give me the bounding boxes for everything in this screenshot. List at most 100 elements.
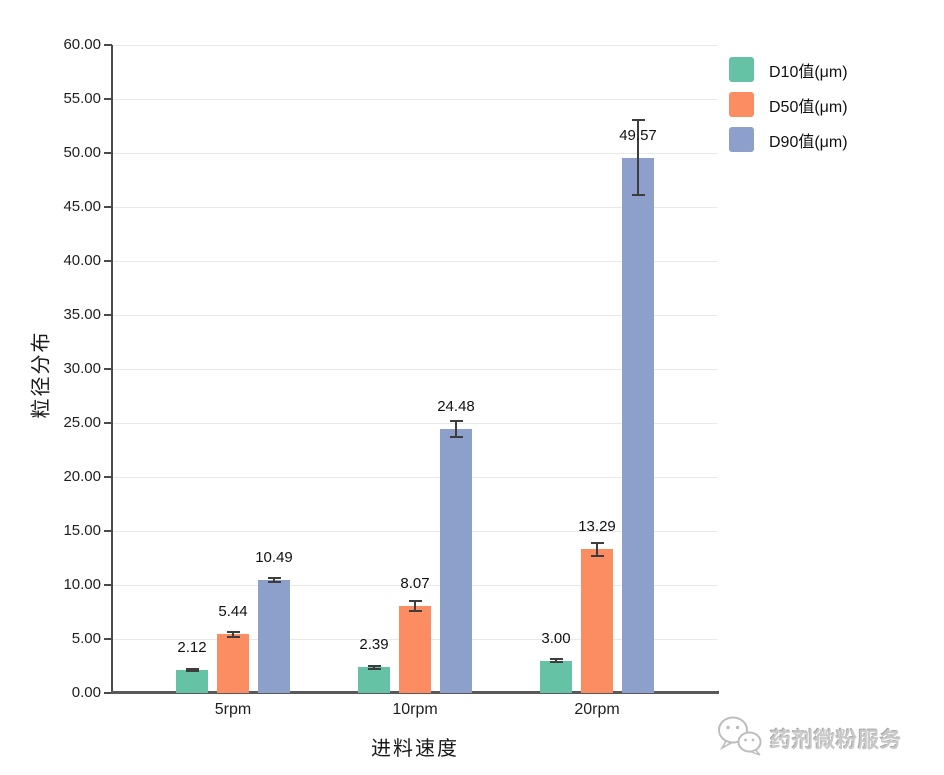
error-bar-d50-5rpm (232, 631, 234, 637)
value-label-d10-5rpm: 2.12 (177, 639, 207, 657)
gridline-40 (113, 260, 717, 262)
bar-d90-20rpm (622, 157, 654, 693)
gridline-25 (113, 422, 717, 424)
legend-swatch-d50 (729, 92, 754, 117)
y-tick-0 (104, 692, 112, 694)
error-bar-d90-10rpm (455, 420, 457, 437)
error-bar-d90-5rpm (273, 577, 275, 582)
value-label-d90-5rpm: 10.49 (255, 548, 293, 566)
error-cap-bottom-d50-5rpm (226, 635, 240, 638)
x-tick-label-5rpm: 5rpm (214, 701, 252, 718)
legend-item-d10: D10值(μm) (729, 57, 848, 82)
error-cap-top-d90-5rpm (267, 576, 281, 579)
error-cap-bottom-d90-5rpm (267, 580, 281, 583)
error-cap-top-d90-10rpm (449, 419, 463, 422)
error-cap-top-d10-5rpm (185, 667, 199, 670)
error-bar-d10-5rpm (191, 668, 193, 672)
y-tick-label-50: 50.00 (63, 144, 101, 161)
watermark-text: 药剂微粉服务 (770, 728, 902, 752)
legend: D10值(μm) D50值(μm) D90值(μm) (729, 57, 848, 152)
bar-d50-20rpm (581, 549, 613, 693)
error-cap-top-d10-20rpm (549, 657, 563, 660)
y-tick-label-25: 25.00 (63, 414, 101, 431)
gridline-10 (113, 584, 717, 586)
y-tick-30 (104, 368, 112, 370)
error-cap-top-d10-10rpm (367, 664, 381, 667)
y-tick-15 (104, 530, 112, 532)
gridline-60 (113, 44, 717, 46)
gridline-55 (113, 98, 717, 100)
legend-swatch-d90 (729, 127, 754, 152)
y-tick-label-30: 30.00 (63, 360, 101, 377)
value-label-d10-20rpm: 3.00 (541, 629, 571, 647)
y-tick-20 (104, 476, 112, 478)
gridline-50 (113, 152, 717, 154)
x-tick-label-20rpm: 20rpm (574, 701, 620, 718)
y-tick-label-0: 0.00 (71, 684, 101, 701)
error-cap-bottom-d90-20rpm (631, 194, 645, 197)
gridline-45 (113, 206, 717, 208)
gridline-35 (113, 314, 717, 316)
value-label-d50-20rpm: 13.29 (578, 518, 616, 536)
legend-item-d90: D90值(μm) (729, 127, 848, 152)
bar-d10-20rpm (540, 660, 572, 693)
y-tick-50 (104, 152, 112, 154)
wechat-bubbles-icon (716, 714, 764, 763)
error-cap-top-d50-5rpm (226, 630, 240, 633)
bar-d50-5rpm (217, 634, 249, 693)
error-bar-d50-10rpm (414, 600, 416, 611)
x-tick-label-10rpm: 10rpm (392, 701, 438, 718)
legend-label-d50: D50值(μm) (769, 98, 848, 116)
y-tick-25 (104, 422, 112, 424)
error-bar-d50-20rpm (596, 542, 598, 556)
error-cap-bottom-d10-20rpm (549, 661, 563, 664)
y-tick-45 (104, 206, 112, 208)
y-tick-label-15: 15.00 (63, 522, 101, 539)
y-tick-60 (104, 44, 112, 46)
y-tick-55 (104, 98, 112, 100)
y-tick-label-40: 40.00 (63, 252, 101, 269)
y-tick-label-5: 5.00 (71, 630, 101, 647)
y-tick-35 (104, 314, 112, 316)
y-tick-label-20: 20.00 (63, 468, 101, 485)
y-tick-label-10: 10.00 (63, 576, 101, 593)
legend-label-d10: D10值(μm) (769, 63, 848, 81)
error-cap-bottom-d50-20rpm (590, 554, 604, 557)
bar-d90-10rpm (440, 428, 472, 693)
legend-label-d90: D90值(μm) (769, 133, 848, 151)
bar-d10-10rpm (358, 667, 390, 693)
value-label-d50-5rpm: 5.44 (218, 603, 248, 621)
bar-d10-5rpm (176, 670, 208, 693)
x-axis-title: 进料速度 (371, 738, 459, 760)
error-cap-top-d50-10rpm (408, 599, 422, 602)
gridline-15 (113, 530, 717, 532)
error-bar-d90-20rpm (637, 119, 639, 196)
y-axis-line (111, 45, 113, 693)
gridline-20 (113, 476, 717, 478)
value-label-d50-10rpm: 8.07 (400, 574, 430, 592)
watermark: 药剂微粉服务 (716, 714, 902, 763)
y-tick-10 (104, 584, 112, 586)
y-tick-5 (104, 638, 112, 640)
y-tick-label-60: 60.00 (63, 36, 101, 53)
error-cap-bottom-d10-5rpm (185, 670, 199, 673)
error-bar-d10-10rpm (373, 665, 375, 669)
legend-swatch-d10 (729, 57, 754, 82)
plot-area: 0.00 5.00 10.00 15.00 20.00 25.00 30.00 35.00 40… (63, 36, 719, 718)
gridline-30 (113, 368, 717, 370)
bar-d50-10rpm (399, 605, 431, 693)
bar-d90-5rpm (258, 579, 290, 693)
error-cap-top-d90-20rpm (631, 118, 645, 121)
value-label-d10-10rpm: 2.39 (359, 636, 389, 654)
error-cap-bottom-d90-10rpm (449, 435, 463, 438)
error-cap-top-d50-20rpm (590, 541, 604, 544)
value-label-d90-20rpm: 49.57 (619, 126, 657, 144)
legend-item-d50: D50值(μm) (729, 92, 848, 117)
error-cap-bottom-d10-10rpm (367, 667, 381, 670)
value-label-d90-10rpm: 24.48 (437, 397, 475, 415)
y-tick-label-45: 45.00 (63, 198, 101, 215)
y-tick-label-35: 35.00 (63, 306, 101, 323)
y-tick-label-55: 55.00 (63, 90, 101, 107)
error-cap-bottom-d50-10rpm (408, 609, 422, 612)
